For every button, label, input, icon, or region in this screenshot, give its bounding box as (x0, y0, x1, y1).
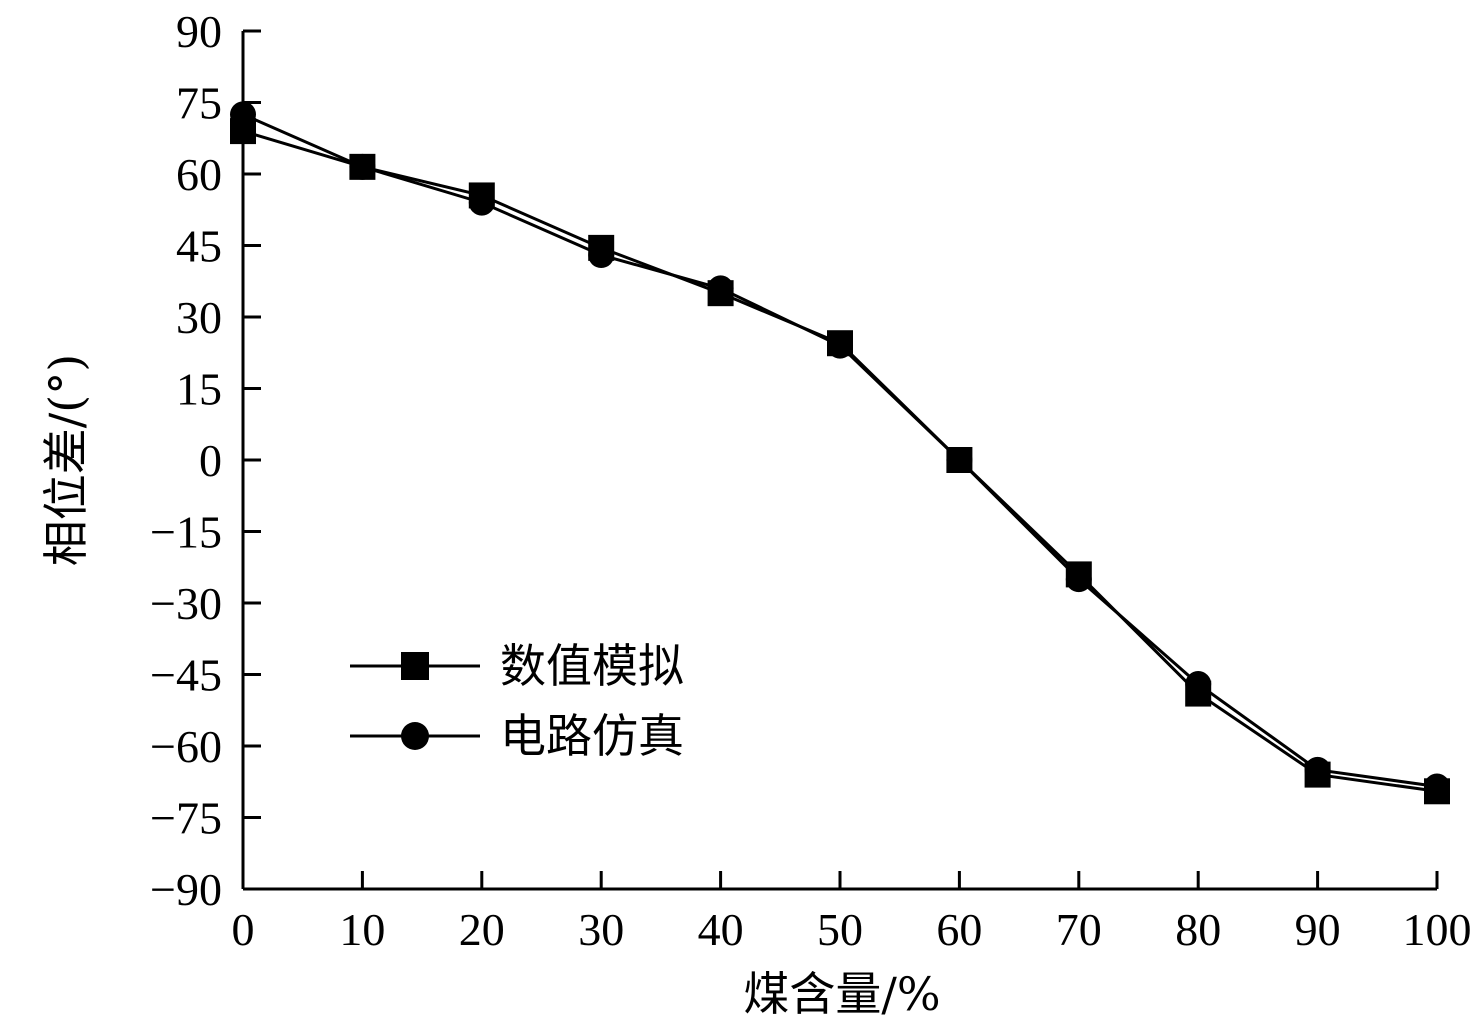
legend-label-series-2: 电路仿真 (500, 709, 684, 763)
x-tick-label: 90 (1295, 904, 1341, 955)
data-point-circle (1065, 566, 1092, 593)
x-tick-label: 50 (817, 904, 863, 955)
series-layer (230, 101, 1450, 805)
x-tick-label: 10 (339, 904, 385, 955)
y-axis-ticks: 90 75 60 45 30 15 0 −15 −30 −45 −60 −75 −90 (150, 6, 261, 915)
data-point-circle (1185, 671, 1212, 698)
y-tick-label: 30 (176, 292, 222, 343)
x-tick-label: 70 (1056, 904, 1102, 955)
y-tick-label: −45 (150, 650, 222, 701)
legend-marker-circle (401, 722, 429, 750)
data-point-circle (1424, 773, 1450, 800)
x-tick-label: 0 (232, 904, 255, 955)
y-tick-label: −75 (150, 793, 222, 844)
data-point-circle (827, 332, 853, 359)
y-tick-label: −60 (150, 721, 222, 772)
x-tick-label: 60 (936, 904, 982, 955)
legend: 数值模拟 电路仿真 (350, 639, 684, 763)
x-tick-label: 100 (1403, 904, 1472, 955)
series-2 (230, 101, 1450, 800)
x-tick-label: 80 (1175, 904, 1221, 955)
x-tick-label: 30 (578, 904, 624, 955)
y-tick-label: 60 (176, 149, 222, 200)
series-1 (230, 118, 1450, 805)
data-point-circle (230, 101, 256, 128)
legend-label-series-1: 数值模拟 (500, 639, 684, 693)
y-tick-label: 75 (176, 78, 222, 129)
data-point-circle (707, 275, 734, 302)
series-line (242, 129, 1438, 793)
y-tick-label: −90 (150, 864, 222, 915)
y-tick-label: −15 (150, 507, 222, 558)
y-axis-title: 相位差/(°) (39, 354, 93, 566)
data-point-circle (468, 189, 495, 216)
y-tick-label: 15 (176, 364, 222, 415)
y-tick-label: −30 (150, 578, 222, 629)
x-tick-label: 40 (698, 904, 744, 955)
y-tick-label: 45 (176, 221, 222, 272)
axes (241, 31, 1437, 891)
series-line (242, 113, 1438, 789)
data-point-circle (588, 242, 615, 269)
x-tick-label: 20 (459, 904, 505, 955)
data-point-circle (1304, 756, 1331, 783)
data-point-circle (349, 153, 376, 180)
x-axis-ticks: 0 10 20 30 40 50 60 70 80 90 100 (232, 871, 1472, 955)
legend-marker-square (401, 652, 429, 680)
y-tick-label: 0 (199, 435, 222, 486)
y-tick-label: 90 (176, 6, 222, 57)
data-point-circle (946, 447, 973, 473)
x-axis-title: 煤含量/% (743, 967, 940, 1021)
